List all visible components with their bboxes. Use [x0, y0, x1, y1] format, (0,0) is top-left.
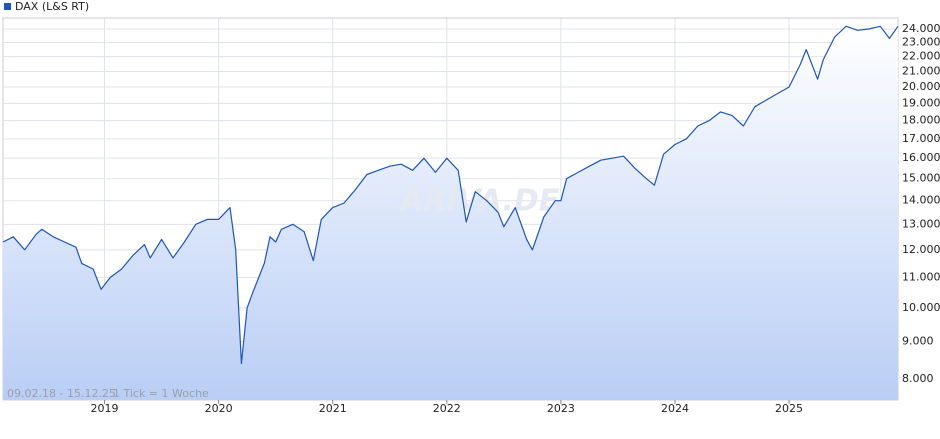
y-tick-label: 14.000	[902, 194, 940, 207]
watermark: ARIVA.DE	[398, 184, 560, 219]
legend-swatch	[4, 3, 11, 10]
y-tick-label: 11.000	[902, 271, 940, 284]
x-tick-label: 2020	[205, 402, 233, 415]
y-tick-label: 18.000	[902, 114, 940, 127]
y-tick-label: 13.000	[902, 217, 940, 230]
y-tick-label: 22.000	[902, 50, 940, 63]
y-tick-label: 24.000	[902, 22, 940, 35]
y-tick-label: 16.000	[902, 151, 940, 164]
x-tick-label: 2024	[661, 402, 689, 415]
interval-note: 1 Tick = 1 Woche	[113, 387, 209, 400]
y-tick-label: 9.000	[902, 334, 934, 347]
y-tick-label: 8.000	[902, 372, 934, 385]
y-tick-label: 10.000	[902, 301, 940, 314]
price-line	[2, 25, 899, 365]
x-tick-label: 2021	[319, 402, 347, 415]
y-tick-label: 19.000	[902, 96, 940, 109]
x-tick-label: 2022	[433, 402, 461, 415]
x-tick-label: 2025	[775, 402, 803, 415]
y-tick-label: 17.000	[902, 132, 940, 145]
y-tick-label: 23.000	[902, 36, 940, 49]
y-tick-label: 12.000	[902, 243, 940, 256]
area-fill	[3, 26, 898, 401]
y-tick-label: 15.000	[902, 172, 940, 185]
x-tick-label: 2023	[547, 402, 575, 415]
x-tick-label: 2019	[91, 402, 119, 415]
y-tick-label: 20.000	[902, 80, 940, 93]
legend-label: DAX (L&S RT)	[15, 0, 89, 13]
y-tick-label: 21.000	[902, 65, 940, 78]
date-range: 09.02.18 - 15.12.25	[7, 387, 116, 400]
